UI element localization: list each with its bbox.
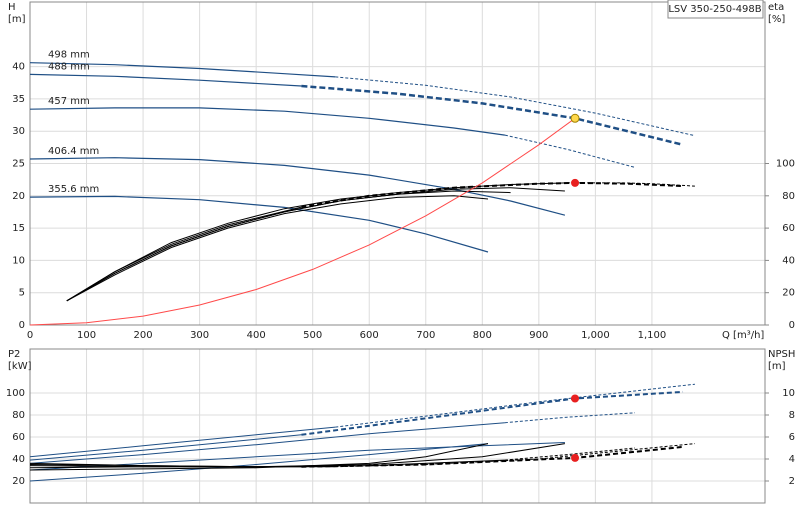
y2-tick-label: 0 [789,320,795,331]
curve [335,383,695,428]
y2-tick-label: 4 [789,454,795,465]
curve [29,73,302,87]
y-tick-label: 15 [12,223,25,234]
curve [29,62,336,78]
y-tick-label: 100 [6,388,25,399]
y-tick-label: 35 [12,94,25,105]
y-tick-label: 20 [12,476,25,487]
y-axis-label: P2 [8,349,20,360]
curve [29,195,489,253]
curve [29,422,505,464]
y2-tick-label: 20 [782,288,795,299]
curve [66,195,489,302]
x-tick-label: 600 [360,330,379,341]
curve [301,181,684,209]
y2-axis-label: NPSH [768,349,795,360]
y2-axis-label: eta [768,2,784,13]
y2-tick-label: 2 [789,476,795,487]
x-tick-label: 300 [190,330,209,341]
x-tick-label: 500 [303,330,322,341]
x-tick-label: 700 [416,330,435,341]
x-axis-label: Q [m³/h] [722,330,764,341]
x-tick-label: 1,100 [638,330,667,341]
y-tick-label: 20 [12,191,25,202]
y2-tick-label: 6 [789,432,795,443]
x-tick-label: 800 [473,330,492,341]
y-axis-unit: [kW] [8,361,32,372]
curve-label: 406.4 mm [48,146,99,157]
y-axis-unit: [m] [8,14,26,25]
title-box [667,0,764,19]
y2-tick-label: 8 [789,410,795,421]
y2-axis-unit: [m] [768,361,786,372]
y-tick-label: 40 [12,454,25,465]
duty-point [571,178,580,187]
curve [29,442,565,471]
y-tick-label: 60 [12,432,25,443]
x-tick-label: 900 [529,330,548,341]
plot-area: 20 40 60 80 100 2 4 6 8 10 P2[kW] NPSH[m] [6,348,795,504]
plot-frame [29,348,766,504]
x-tick-label: 400 [247,330,266,341]
y-tick-label: 30 [12,126,25,137]
y2-axis-unit: [%] [768,14,785,25]
curve [301,445,684,468]
duty-point [570,113,580,123]
y-tick-label: 0 [19,320,25,331]
curve [29,157,566,216]
curve [29,426,336,458]
y2-tick-label: 10 [782,388,795,399]
curve [66,190,511,302]
duty-point [571,453,580,462]
curve [301,84,684,147]
y-tick-label: 40 [12,62,25,73]
curve [29,434,302,461]
plot-frame [29,1,766,326]
curve [29,117,576,326]
y-tick-label: 25 [12,159,25,170]
y2-tick-label: 80 [782,191,795,202]
x-tick-label: 200 [134,330,153,341]
plot-area: 0 100 200 300 400 500 600 700 800 900 1,000 1,10005… [8,1,795,341]
curve [66,182,568,302]
chart-title: LSV 350-250-498B [668,4,761,15]
curve-label: 488 mm [48,61,90,72]
curve [29,107,505,136]
curve [335,76,696,137]
curve-label: 457 mm [48,96,90,107]
y2-tick-label: 40 [782,255,795,266]
curve [301,390,684,436]
curve-label: 355.6 mm [48,184,99,195]
curve [29,443,489,482]
x-tick-label: 0 [27,330,33,341]
curve [29,464,302,468]
y2-tick-label: 100 [776,159,795,170]
y2-tick-label: 60 [782,223,795,234]
curve-label: 498 mm [48,50,90,61]
y-tick-label: 10 [12,255,25,266]
y-tick-label: 5 [19,288,25,299]
curve [504,412,636,424]
plot-background [30,349,765,503]
y-axis-label: H [8,2,16,13]
curve [504,447,636,461]
x-tick-label: 1,000 [581,330,610,341]
duty-point [571,394,580,403]
x-tick-label: 100 [77,330,96,341]
y-tick-label: 80 [12,410,25,421]
curve [504,134,636,168]
curve [66,206,302,302]
